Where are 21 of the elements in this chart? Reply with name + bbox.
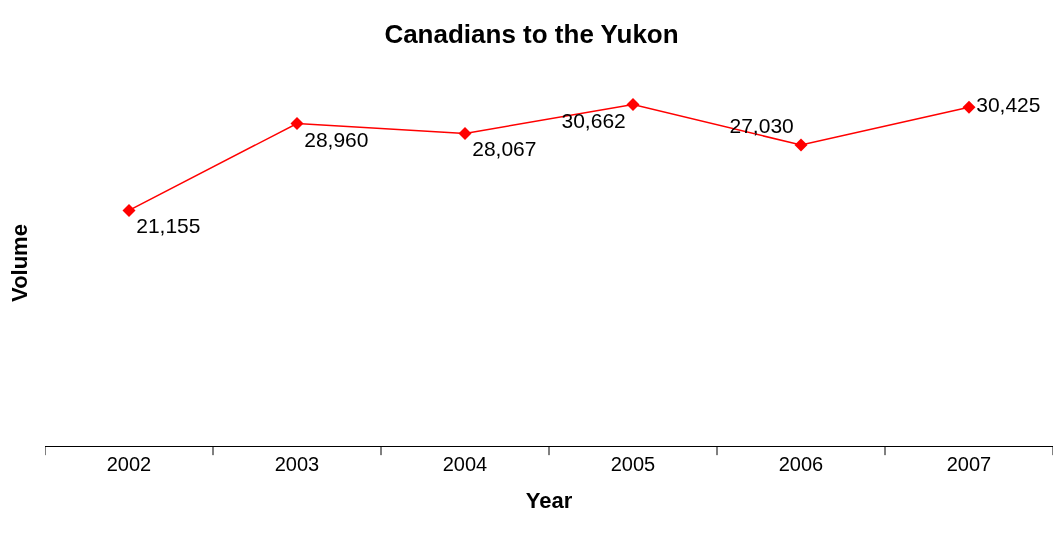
x-tick-label: 2007: [946, 453, 992, 475]
point: [794, 138, 808, 152]
x-axis-title: Year: [525, 487, 573, 513]
data-label: 28,067: [472, 137, 537, 161]
point: [122, 203, 136, 217]
data-label: 28,960: [304, 127, 369, 151]
point: [962, 100, 976, 114]
data-label: 27,030: [729, 113, 794, 137]
point: [458, 126, 472, 140]
point: [626, 98, 640, 112]
data-label: 21,155: [136, 214, 201, 238]
data-label: 30,425: [976, 93, 1041, 117]
x-tick-label: 2006: [778, 453, 824, 475]
y-axis-title: Volume: [6, 224, 32, 302]
x-tick-label: 2003: [274, 453, 320, 475]
x-tick-label: 2002: [106, 453, 152, 475]
x-tick-label: 2004: [442, 453, 488, 475]
x-tick-label: 2005: [610, 453, 656, 475]
data-label: 30,662: [561, 108, 626, 132]
point: [290, 117, 304, 130]
chart-title: Canadians to the Yukon: [384, 18, 679, 49]
